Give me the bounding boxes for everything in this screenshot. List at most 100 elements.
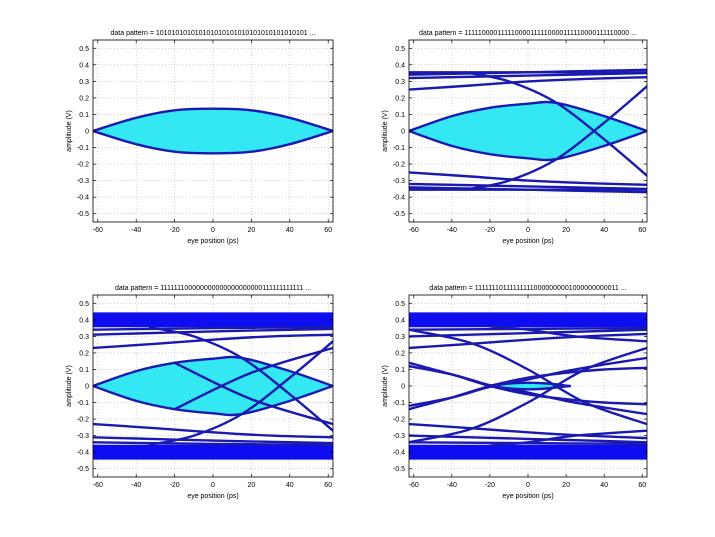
eye-trace — [93, 333, 333, 350]
x-tick-label: 20 — [248, 227, 256, 234]
x-axis-label: eye position (ps) — [502, 493, 553, 500]
y-axis-label: amplitude (V) — [382, 365, 389, 407]
x-tick-label: 60 — [638, 482, 646, 489]
eye-trace — [409, 171, 647, 186]
trace-band — [93, 444, 333, 460]
plot-content — [409, 68, 647, 194]
y-tick-label: -0.4 — [393, 450, 405, 457]
y-tick-label: 0 — [85, 384, 89, 391]
x-tick-label: 20 — [562, 482, 570, 489]
x-tick-label: -60 — [409, 482, 419, 489]
x-tick-label: 0 — [211, 482, 215, 489]
eye-trace — [409, 422, 647, 440]
y-tick-label: 0.4 — [79, 62, 89, 69]
x-tick-label: -40 — [447, 227, 457, 234]
trace-band — [409, 312, 647, 328]
x-tick-label: 60 — [324, 482, 332, 489]
eye-trace — [484, 384, 572, 391]
y-tick-label: -0.1 — [77, 145, 89, 152]
y-tick-label: 0.2 — [395, 95, 405, 102]
x-tick-label: 0 — [526, 482, 530, 489]
y-tick-label: 0 — [85, 129, 89, 136]
y-tick-label: 0.3 — [395, 334, 405, 341]
y-tick-label: -0.1 — [393, 400, 405, 407]
y-tick-label: 0.4 — [395, 317, 405, 324]
y-tick-label: 0.1 — [79, 112, 89, 119]
y-tick-label: 0.5 — [395, 46, 405, 53]
eye-trace — [409, 68, 647, 76]
plot-title: data pattern = 1010101010101010101010101… — [111, 30, 316, 37]
x-tick-label: -60 — [93, 482, 103, 489]
y-tick-label: 0.2 — [79, 350, 89, 357]
eye-opening-fill — [93, 357, 333, 415]
y-tick-label: 0.2 — [79, 95, 89, 102]
eye-trace — [464, 85, 647, 191]
plot-title: data pattern = 1111111000000000000000000… — [115, 285, 311, 292]
x-tick-label: 40 — [286, 227, 294, 234]
y-axis-label: amplitude (V) — [66, 110, 73, 152]
eye-trace — [409, 346, 647, 444]
eye-diagram-panel-1: -60 -40 -20 0 20 40 60 -0.5 -0.4 -0.3 -0.2 -0.1 0 0.1… — [66, 30, 334, 245]
eye-trace — [409, 129, 647, 162]
x-tick-label: 0 — [526, 227, 530, 234]
y-tick-label: 0.3 — [79, 334, 89, 341]
x-axis-label: eye position (ps) — [187, 238, 238, 245]
y-tick-label: 0.4 — [79, 317, 89, 324]
eye-trace — [409, 71, 647, 80]
x-tick-label: -40 — [131, 482, 141, 489]
y-tick-label: 0.1 — [79, 367, 89, 374]
x-axis-label: eye position (ps) — [187, 493, 238, 500]
eye-trace — [464, 71, 647, 177]
x-tick-label: 0 — [211, 227, 215, 234]
x-tick-label: -40 — [131, 227, 141, 234]
y-axis-label: amplitude (V) — [382, 110, 389, 152]
eye-trace — [148, 340, 333, 446]
trace-band — [93, 312, 333, 328]
y-tick-label: 0.2 — [395, 350, 405, 357]
eye-trace — [173, 346, 333, 411]
eye-diagram-panel-4: -60 -40 -20 0 20 40 60 -0.5 -0.4 -0.3 -0.2 -0.1 0 0.1… — [382, 285, 648, 500]
eye-trace — [93, 384, 333, 417]
eye-trace — [409, 100, 647, 133]
x-tick-label: -60 — [93, 227, 103, 234]
eye-trace — [173, 361, 333, 426]
y-tick-label: 0.5 — [79, 301, 89, 308]
plot-title: data pattern = 1111111011111111100000000… — [429, 285, 626, 292]
y-tick-label: -0.4 — [393, 195, 405, 202]
plot-content — [93, 312, 333, 460]
y-tick-label: -0.3 — [77, 178, 89, 185]
y-tick-label: -0.3 — [77, 433, 89, 440]
x-tick-label: -40 — [447, 482, 457, 489]
plot-title: data pattern = 1111100001111100001111100… — [419, 30, 637, 37]
plot-content — [93, 107, 333, 155]
y-tick-label: 0.1 — [395, 367, 405, 374]
eye-trace — [484, 381, 572, 388]
x-tick-label: 40 — [286, 482, 294, 489]
y-tick-label: -0.5 — [77, 211, 89, 218]
x-tick-label: -20 — [170, 227, 180, 234]
eye-trace — [93, 107, 333, 133]
eye-trace — [93, 422, 333, 439]
y-tick-label: 0.1 — [395, 112, 405, 119]
eye-trace — [93, 441, 333, 446]
x-tick-label: 60 — [638, 227, 646, 234]
eye-diagram-panel-3: -60 -40 -20 0 20 40 60 -0.5 -0.4 -0.3 -0.2 -0.1 0 0.1… — [66, 285, 334, 500]
plot-content — [409, 312, 647, 460]
y-tick-label: -0.1 — [393, 145, 405, 152]
trace-band — [409, 444, 647, 460]
eye-opening-fill — [93, 108, 333, 154]
x-axis-label: eye position (ps) — [502, 238, 553, 245]
y-tick-label: -0.5 — [77, 466, 89, 473]
eye-trace — [409, 332, 647, 350]
x-tick-label: 20 — [248, 482, 256, 489]
x-tick-label: 40 — [600, 482, 608, 489]
y-tick-label: -0.2 — [77, 417, 89, 424]
y-tick-label: -0.4 — [77, 450, 89, 457]
y-tick-label: 0.3 — [79, 79, 89, 86]
y-tick-label: -0.2 — [77, 162, 89, 169]
eye-trace — [93, 129, 333, 155]
x-tick-label: -20 — [170, 482, 180, 489]
eye-trace — [409, 186, 647, 194]
eye-opening-fill — [409, 102, 647, 160]
